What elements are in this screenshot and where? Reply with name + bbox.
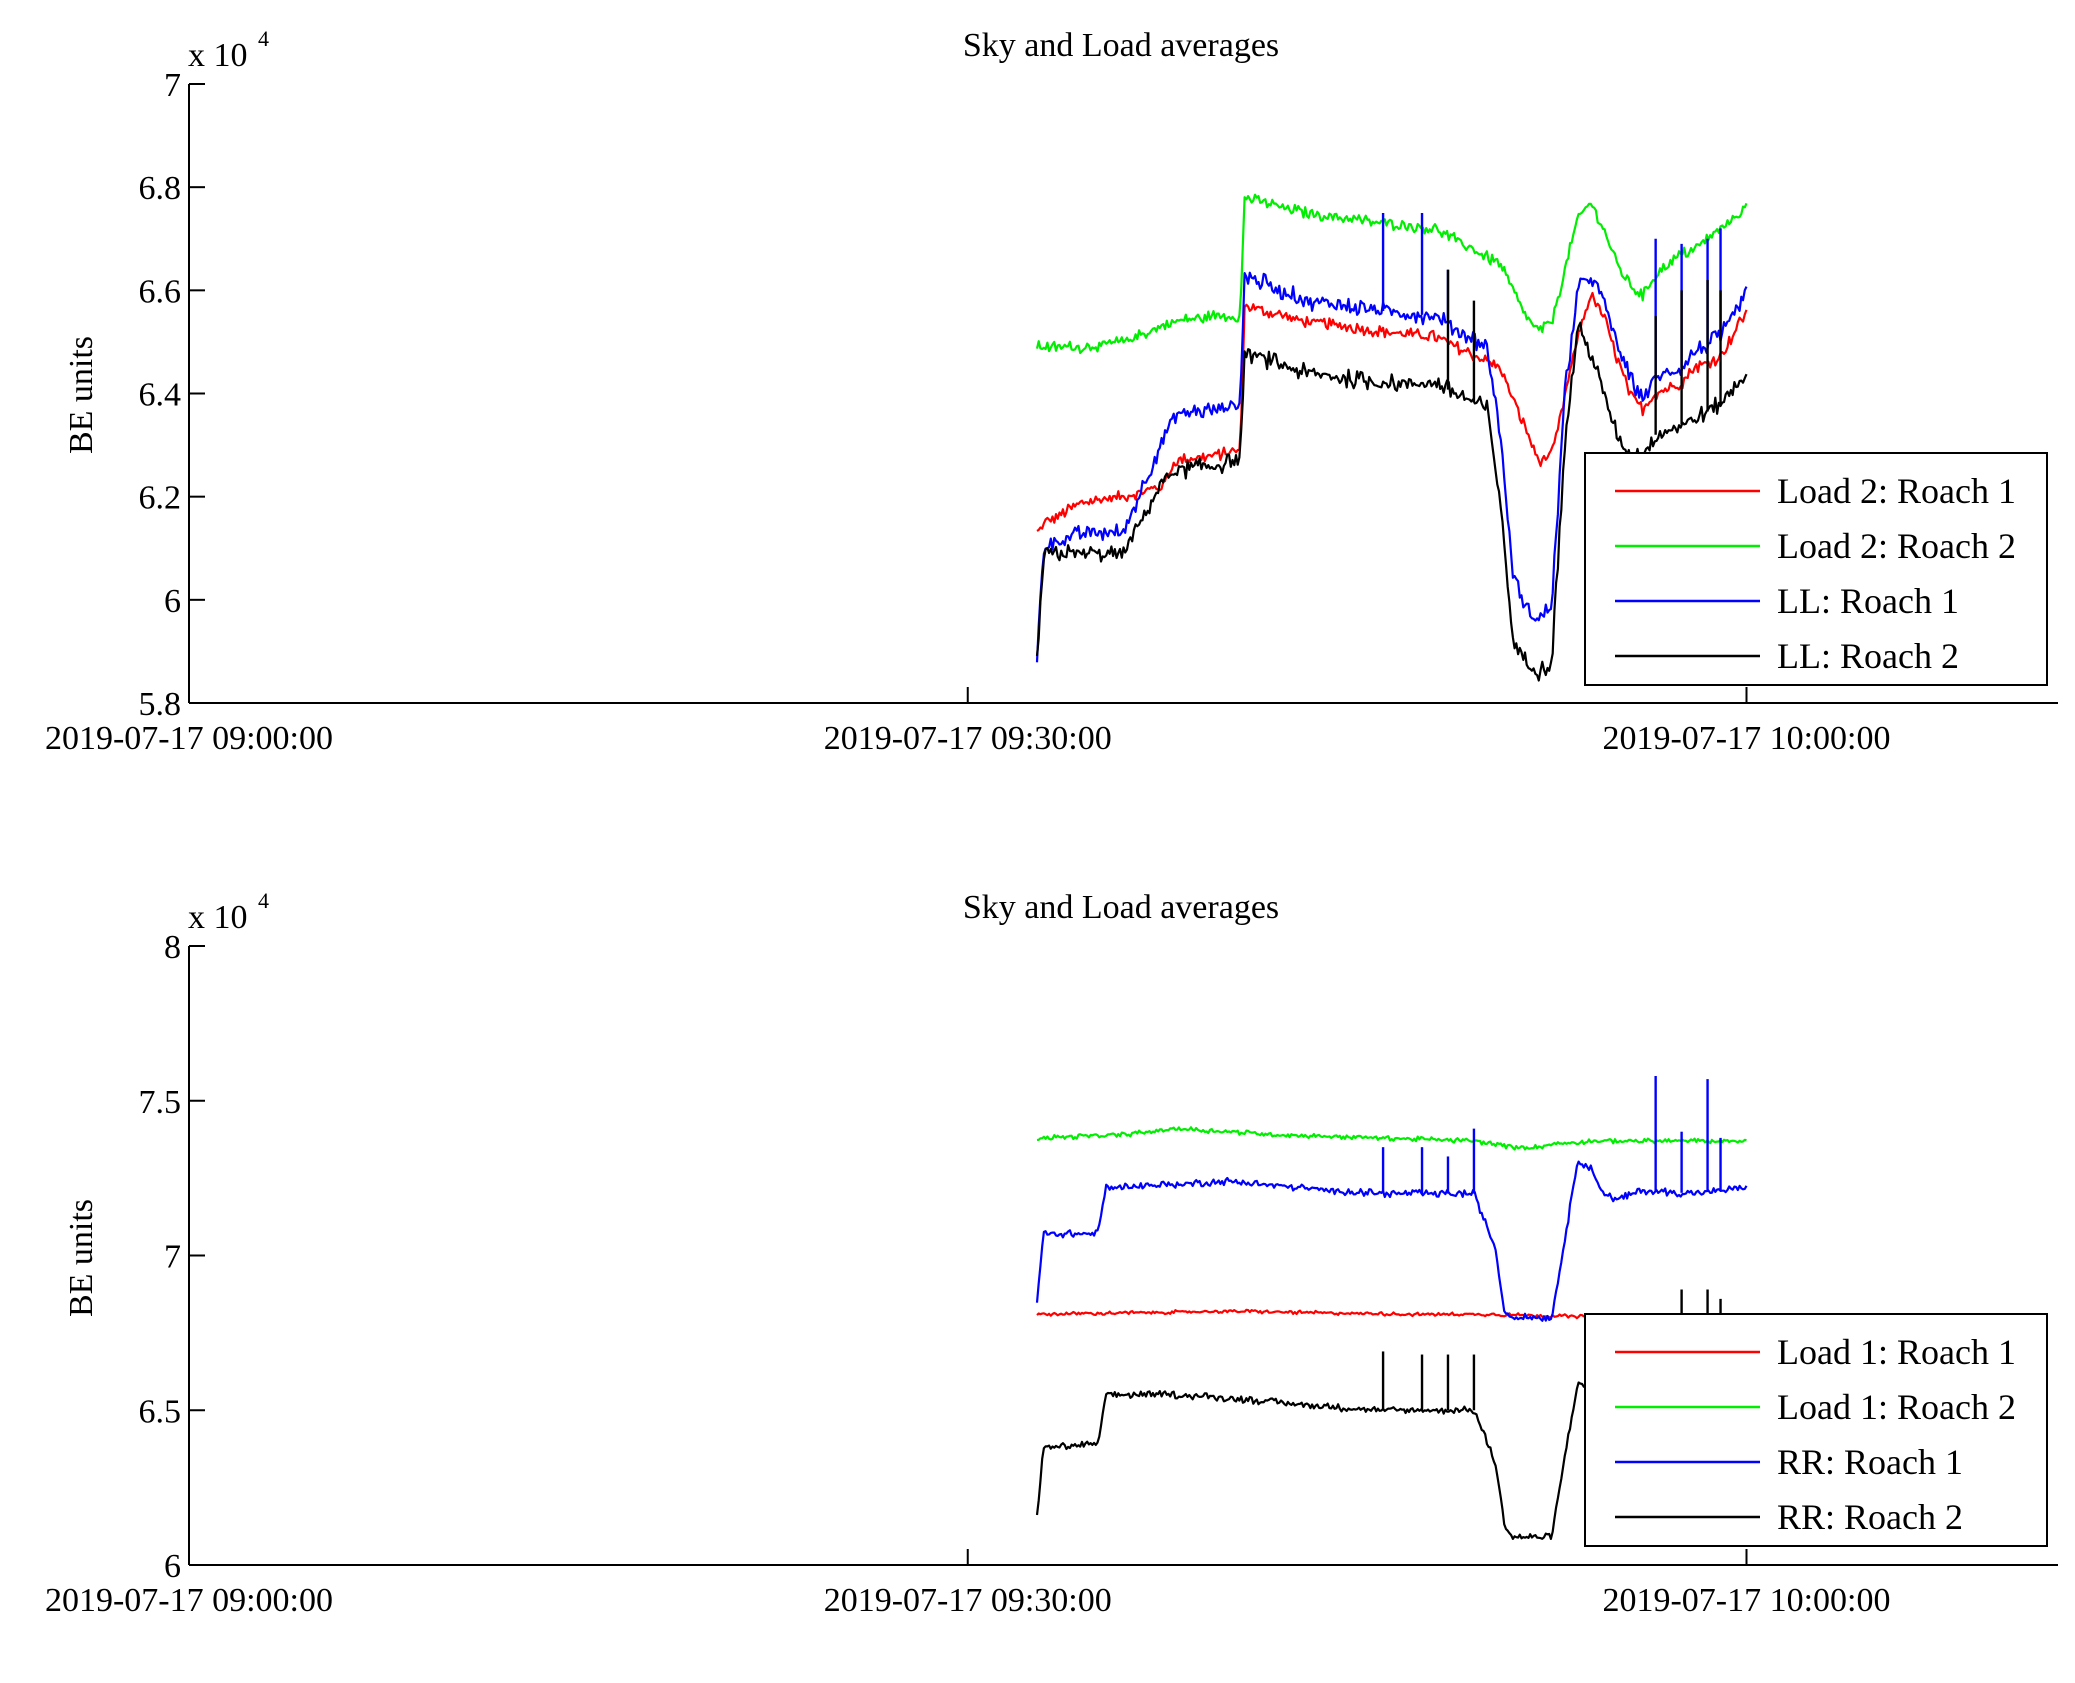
- y-multiplier-text: x 10: [188, 37, 248, 74]
- x-tick-label: 2019-07-17 09:00:00: [45, 1582, 333, 1619]
- y-exponent-text: 4: [258, 888, 269, 913]
- series-line-ll-roach-1: [1035, 271, 1748, 663]
- y-tick-label: 6.4: [139, 377, 182, 414]
- y-tick-label: 7: [164, 67, 181, 104]
- series-line-ll-roach-2: [1035, 321, 1748, 682]
- series-line-load-1-roach-2: [1036, 1126, 1747, 1151]
- legend-entry: Load 2: Roach 1: [1777, 471, 2016, 511]
- y-tick-label: 6: [164, 1548, 181, 1585]
- y-tick-label: 5.8: [139, 686, 182, 723]
- y-tick-label: 6: [164, 583, 181, 620]
- y-tick-label: 8: [164, 929, 181, 966]
- chart-title: Sky and Load averages: [963, 27, 1279, 64]
- y-exponent-label: x 10 4: [188, 26, 269, 74]
- series-line-load-2-roach-2: [1035, 193, 1748, 355]
- y-axis-label: BE units: [63, 1199, 100, 1317]
- y-tick-label: 6.5: [139, 1393, 182, 1430]
- y-axis-label: BE units: [63, 336, 100, 454]
- y-exponent-text: 4: [258, 26, 269, 51]
- y-exponent-label: x 10 4: [188, 888, 269, 936]
- legend-entry: Load 1: Roach 2: [1777, 1387, 2016, 1427]
- y-tick-label: 7.5: [139, 1084, 182, 1121]
- x-tick-label: 2019-07-17 09:30:00: [824, 1582, 1112, 1619]
- chart-panel-top: Sky and Load averages x 10 4 BE units 5.…: [45, 26, 2058, 757]
- series-line-rr-roach-1: [1035, 1160, 1748, 1322]
- y-multiplier-text: x 10: [188, 899, 248, 936]
- legend-entry: Load 1: Roach 1: [1777, 1332, 2016, 1372]
- x-tick-label: 2019-07-17 10:00:00: [1602, 1582, 1890, 1619]
- series-line-load-2-roach-1: [1036, 291, 1748, 532]
- chart-panel-bottom: Sky and Load averages x 10 4 BE units 6 6…: [45, 888, 2058, 1619]
- y-tick-label: 6.8: [139, 170, 182, 207]
- y-tick-label: 7: [164, 1239, 181, 1276]
- legend-entry: RR: Roach 1: [1777, 1442, 1963, 1482]
- x-tick-label: 2019-07-17 10:00:00: [1602, 720, 1890, 757]
- legend-entry: LL: Roach 2: [1777, 636, 1959, 676]
- y-tick-label: 6.2: [139, 480, 182, 517]
- legend-entry: LL: Roach 1: [1777, 581, 1959, 621]
- y-tick-label: 6.6: [139, 273, 182, 310]
- x-tick-label: 2019-07-17 09:00:00: [45, 720, 333, 757]
- legend-entry: Load 2: Roach 2: [1777, 526, 2016, 566]
- chart-title: Sky and Load averages: [963, 889, 1279, 926]
- legend-entry: RR: Roach 2: [1777, 1497, 1963, 1537]
- x-tick-label: 2019-07-17 09:30:00: [824, 720, 1112, 757]
